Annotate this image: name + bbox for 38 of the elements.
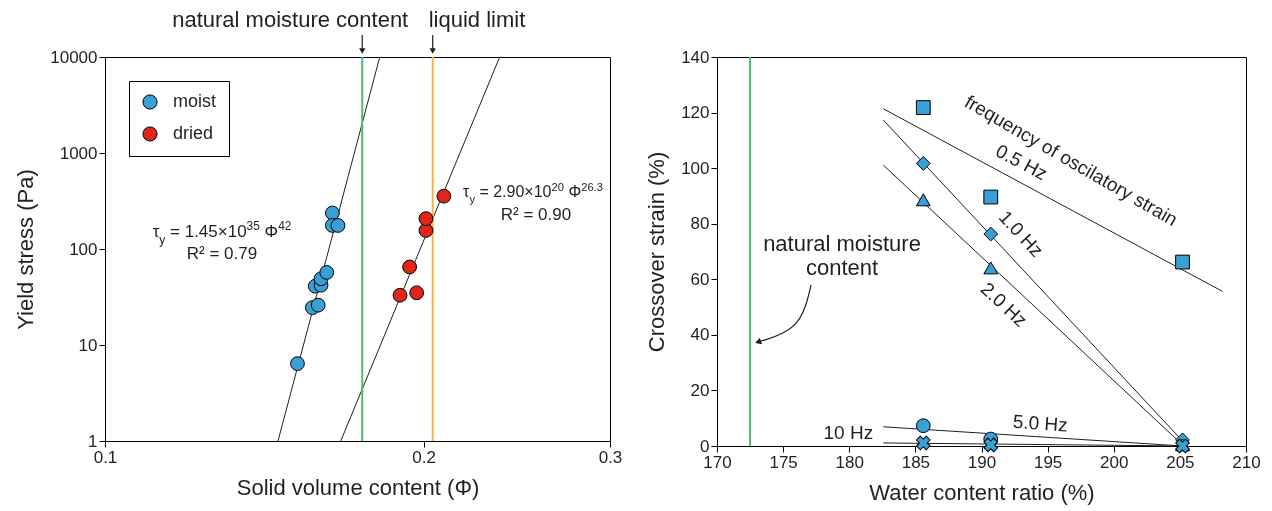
y-tick-label: 60 (690, 269, 710, 289)
y-tick-label: 80 (690, 214, 710, 234)
ref-line-label: natural moisture content (172, 7, 409, 32)
ref-line-label: natural moisture content (763, 231, 921, 280)
x-tick-label: 0.2 (412, 447, 436, 467)
x-tick-label: 200 (1100, 452, 1129, 472)
y-axis-title: Yield stress (Pa) (13, 169, 39, 330)
ref-line-label: liquid limit (428, 7, 526, 32)
x-tick-label: 210 (1232, 452, 1261, 472)
x-tick-label: 0.3 (598, 447, 623, 467)
y-tick-label: 10000 (50, 47, 98, 67)
text: 2.0 Hz (976, 278, 1032, 331)
y-tick-label: 1000 (59, 143, 98, 163)
text: 1.0 Hz (994, 206, 1048, 261)
y-tick-label: 120 (681, 103, 710, 123)
y-tick-label: 40 (690, 325, 710, 345)
annotation: τ$_{y}$ = 2.90×10$^{20}$ Φ$^{26.3}$ (463, 181, 603, 205)
y-tick-label: 140 (681, 47, 710, 67)
legend-label: dried (173, 123, 214, 143)
series-label: 5.0 Hz (1012, 410, 1069, 436)
y-axis-title: Crossover strain (%) (644, 151, 670, 353)
x-tick-label: 175 (769, 452, 798, 472)
x-tick-label: 185 (901, 452, 931, 472)
y-tick-label: 100 (69, 239, 98, 259)
x-tick-label: 205 (1166, 452, 1195, 472)
y-tick-label: 20 (690, 380, 710, 400)
x-axis-title: Solid volume content (Φ) (236, 474, 480, 500)
y-tick-label: 100 (681, 158, 710, 178)
annotation: R² = 0.90 (500, 205, 572, 224)
legend-label: moist (173, 91, 217, 111)
annotation: R² = 0.79 (186, 244, 258, 263)
y-tick-label: 10 (78, 335, 98, 355)
text: 10 Hz (823, 421, 874, 443)
x-tick-label: 180 (835, 452, 864, 472)
x-tick-label: 195 (1033, 452, 1063, 472)
annotation: τ$_{y}$ = 1.45×10$^{35}$ Φ$^{42}$ (152, 219, 292, 247)
x-axis-title: Water content ratio (%) (869, 479, 1095, 505)
x-tick-label: 190 (967, 452, 997, 472)
